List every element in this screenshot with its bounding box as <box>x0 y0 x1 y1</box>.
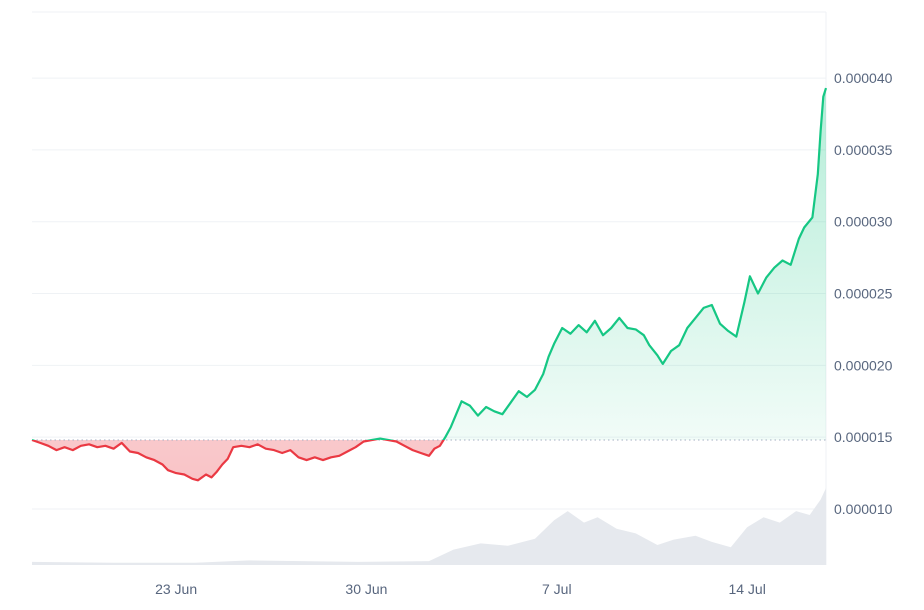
x-tick-label: 23 Jun <box>155 581 197 597</box>
y-tick-label: 0.000035 <box>834 142 893 158</box>
y-tick-label: 0.000040 <box>834 70 893 86</box>
x-tick-label: 30 Jun <box>345 581 387 597</box>
y-tick-label: 0.000025 <box>834 286 893 302</box>
volume-area <box>32 488 826 565</box>
price-area-above-baseline <box>32 88 826 441</box>
price-line-up <box>31 87 828 441</box>
x-tick-label: 7 Jul <box>542 581 572 597</box>
y-tick-label: 0.000020 <box>834 357 893 373</box>
y-tick-label: 0.000015 <box>834 429 893 445</box>
y-tick-label: 0.000030 <box>834 214 893 230</box>
x-tick-label: 14 Jul <box>728 581 765 597</box>
price-area-below-baseline <box>32 440 444 481</box>
price-line-down <box>31 440 445 482</box>
y-tick-label: 0.000010 <box>834 501 893 517</box>
